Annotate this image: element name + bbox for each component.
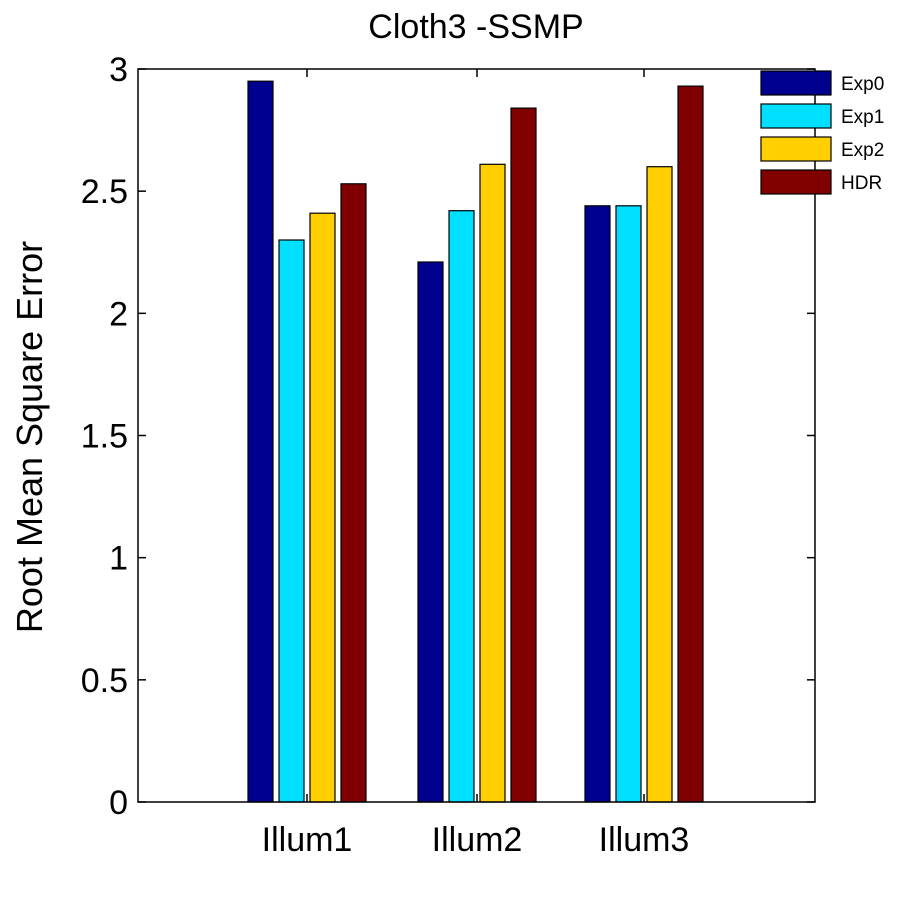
y-tick-label: 0 <box>109 784 128 822</box>
x-axis-ticks: Illum1 Illum2 Illum3 <box>262 69 690 859</box>
legend-label-hdr: HDR <box>841 173 882 194</box>
y-tick-label: 2.5 <box>81 173 128 211</box>
bars-group <box>247 80 704 803</box>
legend-swatch-exp2 <box>760 136 832 162</box>
y-tick-label: 3 <box>109 51 128 89</box>
bar-exp0-illum3 <box>584 205 611 803</box>
bar-hdr-illum3 <box>677 85 704 803</box>
bar-exp2-illum1 <box>309 212 336 803</box>
y-axis-ticks: 0 0.5 1 1.5 2 2.5 3 <box>81 51 815 822</box>
legend: Exp0 Exp1 Exp2 HDR <box>760 70 884 195</box>
legend-label-exp2: Exp2 <box>841 140 884 161</box>
y-tick-label: 0.5 <box>81 662 128 700</box>
plot-area <box>138 69 815 802</box>
bar-exp1-illum3 <box>615 205 642 803</box>
chart-title: Cloth3 -SSMP <box>368 8 583 46</box>
plot-frame <box>137 68 816 803</box>
y-axis-label: Root Mean Square Error <box>9 241 50 633</box>
legend-swatch-hdr <box>760 169 832 195</box>
legend-swatch-exp0 <box>760 70 832 96</box>
legend-swatch-exp1 <box>760 103 832 129</box>
bar-exp0-illum2 <box>417 261 444 803</box>
bar-hdr-illum2 <box>510 107 537 803</box>
bar-exp0-illum1 <box>247 80 274 803</box>
bar-exp2-illum2 <box>479 163 506 803</box>
legend-label-exp1: Exp1 <box>841 107 884 128</box>
y-tick-label: 1.5 <box>81 418 128 456</box>
bar-exp1-illum2 <box>448 210 475 803</box>
y-tick-label: 2 <box>109 295 128 333</box>
x-tick-label: Illum1 <box>262 821 353 859</box>
legend-label-exp0: Exp0 <box>841 74 884 95</box>
x-tick-label: Illum2 <box>432 821 523 859</box>
bar-exp1-illum1 <box>278 239 305 803</box>
bar-exp2-illum3 <box>646 166 673 803</box>
y-tick-label: 1 <box>109 540 128 578</box>
bar-hdr-illum1 <box>340 183 367 803</box>
x-tick-label: Illum3 <box>599 821 690 859</box>
